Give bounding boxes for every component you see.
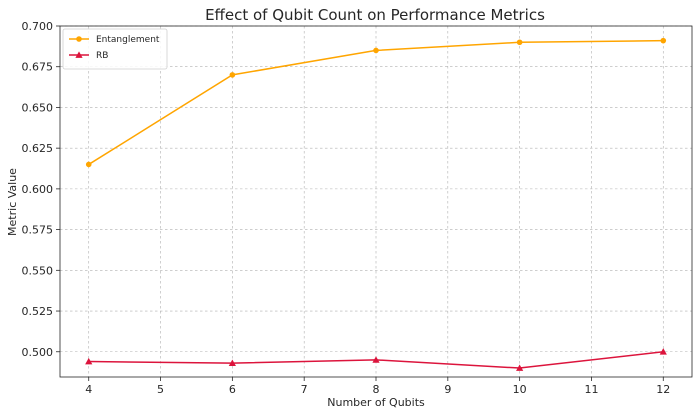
rb-point [228, 359, 236, 367]
y-tick-label: 0.550 [22, 264, 54, 277]
y-tick-label: 0.625 [22, 142, 54, 155]
x-tick-label: 7 [301, 383, 308, 396]
chart-title: Effect of Qubit Count on Performance Met… [205, 6, 545, 24]
legend-label-rb: RB [96, 51, 108, 61]
x-tick-label: 12 [656, 383, 670, 396]
series-entanglement [85, 37, 667, 168]
entanglement-point [516, 39, 523, 46]
rb-point [372, 356, 380, 363]
rb-point [659, 348, 667, 355]
series-rb [85, 348, 667, 371]
entanglement-point [85, 161, 92, 168]
x-tick-label: 9 [444, 383, 451, 396]
y-axis-label: Metric Value [6, 168, 19, 236]
legend-marker-entanglement [76, 36, 82, 42]
y-tick-label: 0.650 [22, 101, 54, 114]
x-tick-label: 4 [85, 383, 92, 396]
legend-marker-rb [75, 51, 83, 58]
y-tick-label: 0.575 [22, 224, 54, 237]
entanglement-point [373, 47, 379, 54]
x-tick-label: 10 [513, 383, 527, 396]
x-tick-label: 6 [229, 383, 236, 396]
legend-label-entanglement: Entanglement [96, 35, 160, 45]
entanglement-point [229, 72, 236, 78]
entanglement-point [660, 37, 667, 44]
grid [60, 25, 692, 377]
plot-frame [59, 25, 693, 378]
x-axis-label: Number of Qubits [327, 396, 425, 409]
x-tick-label: 5 [157, 383, 164, 396]
y-tick-label: 0.675 [22, 61, 54, 74]
x-tick-label: 8 [373, 383, 380, 396]
y-tick-label: 0.700 [22, 20, 54, 33]
rb-point [516, 364, 524, 371]
y-tick-label: 0.500 [22, 346, 54, 359]
x-tick-label: 11 [584, 383, 598, 396]
y-tick-label: 0.525 [22, 305, 54, 318]
legend: Entanglement RB [62, 28, 168, 70]
y-tick-label: 0.600 [22, 183, 54, 196]
rb-point [85, 357, 93, 365]
series-layer [85, 37, 667, 371]
axis-ticks: 4 5 6 7 8 9 10 11 12 0.500 0.525 0.550 0.575 0.600 0.6… [22, 20, 671, 396]
